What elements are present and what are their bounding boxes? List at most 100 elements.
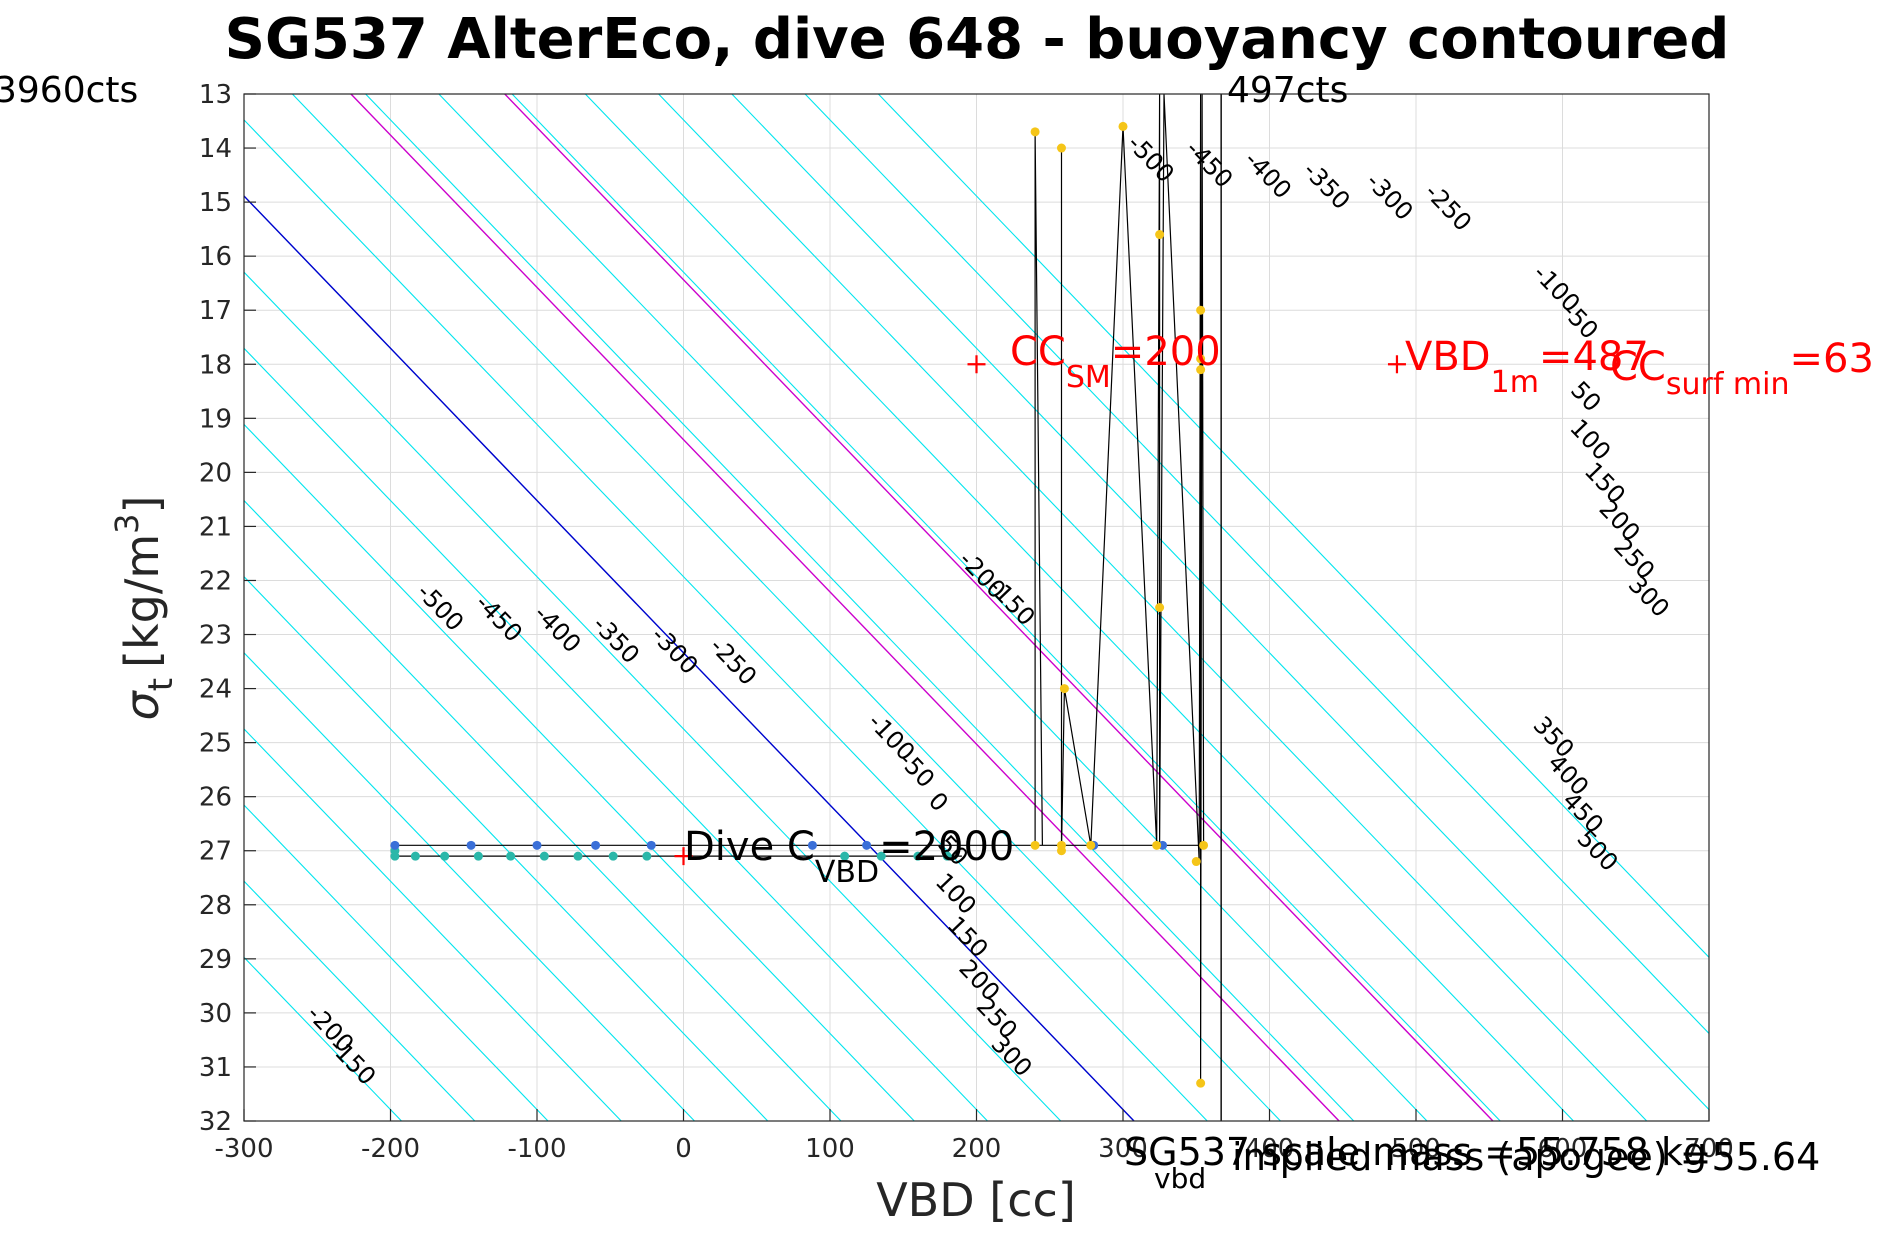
reference-line [504, 94, 1494, 1121]
contour-label: 50 [1565, 376, 1606, 417]
y-tick-label: 24 [199, 675, 232, 705]
data-point-blue [591, 840, 601, 850]
contour-line [731, 94, 1709, 1111]
right-counts-label: 497cts [1227, 70, 1348, 111]
y-tick-label: 15 [199, 188, 232, 218]
y-tick-label: 30 [199, 999, 232, 1029]
data-point-yellow [1056, 143, 1066, 153]
contour-label-text: 100 [930, 868, 982, 920]
y-tick-label: 22 [199, 566, 232, 596]
chart-title: SG537 AlterEco, dive 648 - buoyancy cont… [225, 7, 1730, 72]
left-counts-label: 3960cts [0, 70, 138, 111]
contour-label: -500 [1122, 129, 1180, 188]
svg-text:Dive CVBD=2000: Dive CVBD=2000 [684, 824, 1014, 890]
cc-surf-min-annotation: CCsurf min=63 [1610, 336, 1874, 402]
y-tick-label: 25 [199, 729, 232, 759]
y-tick-label: 32 [199, 1107, 232, 1137]
contour-layer [244, 94, 1709, 1121]
data-point-yellow [1199, 840, 1209, 850]
data-point-yellow [1086, 840, 1096, 850]
contour-line [244, 575, 769, 1121]
contour-line [244, 347, 988, 1121]
contour-line [244, 652, 695, 1121]
contour-label-text: 100 [1564, 414, 1616, 466]
profile-layer [394, 94, 1222, 1121]
contour-label: -450 [1180, 135, 1238, 194]
vbd-1m-val: =487 [1539, 334, 1649, 380]
contour-label: 450 [1557, 787, 1609, 839]
contour-label-text: 300 [1623, 570, 1675, 622]
contour-label: -350 [1298, 156, 1356, 215]
data-point-teal [390, 851, 400, 861]
data-point-teal [608, 851, 618, 861]
y-tick-label: 23 [199, 621, 232, 651]
y-tick-label: 20 [199, 458, 232, 488]
x-tick-label: 100 [805, 1134, 855, 1164]
y-tick-label: 31 [199, 1053, 232, 1083]
contour-label-text: -300 [1361, 167, 1419, 226]
dive-c-vbd-annotation: Dive CVBD=2000 [684, 824, 1014, 890]
contour-label: 150 [942, 911, 994, 963]
contour-label: 300 [1623, 570, 1675, 622]
data-point-yellow [1196, 305, 1206, 315]
contour-label: 250 [1608, 532, 1660, 584]
contour-label-text: 400 [1542, 749, 1594, 801]
vbd-1m-main: VBD [1405, 334, 1491, 380]
data-point-yellow [1196, 1078, 1206, 1088]
contour-label: 200 [1594, 495, 1646, 547]
contour-label: 100 [930, 868, 982, 920]
contour-line [291, 94, 1281, 1121]
x-tick-label: -200 [361, 1134, 420, 1164]
contour-label-text: -350 [1298, 156, 1356, 215]
contour-label-text: 150 [1579, 457, 1631, 509]
contour-line [244, 271, 1062, 1121]
y-label-close: ] [115, 496, 169, 514]
contour-line [438, 94, 1428, 1121]
contour-label-text: 350 [1528, 711, 1580, 763]
contour-line [244, 728, 622, 1121]
data-point-blue [390, 840, 400, 850]
dive-c-val: =2000 [879, 824, 1014, 870]
data-point-blue [646, 840, 656, 850]
contour-line [244, 804, 549, 1121]
y-tick-label: 18 [199, 350, 232, 380]
contour-label: -250 [704, 632, 762, 691]
y-tick-label: 19 [199, 404, 232, 434]
x-tick-label: 0 [675, 1134, 692, 1164]
y-label-sigma: σ [115, 689, 169, 720]
x-tick-label: 700 [1684, 1134, 1734, 1164]
contour-label: -300 [646, 621, 704, 680]
contour-line [365, 94, 1355, 1121]
contour-label: -400 [1239, 146, 1297, 205]
contour-label-text: 300 [986, 1030, 1038, 1082]
y-label-units: [kg/m [115, 534, 169, 668]
contour-label-text: 450 [1557, 787, 1609, 839]
data-point-blue [466, 840, 476, 850]
cc-surf-sub: surf min [1666, 367, 1790, 402]
y-axis-label: σt [kg/m3] [108, 496, 181, 721]
data-point-teal [840, 851, 850, 861]
profile-path [394, 94, 1205, 1084]
x-axis-label: VBD [cc] [876, 1173, 1076, 1227]
y-tick-label: 28 [199, 891, 232, 921]
data-point-teal [942, 851, 952, 861]
x-tick-label: -100 [507, 1134, 566, 1164]
contour-label: 150 [1579, 457, 1631, 509]
y-tick-label: 21 [199, 512, 232, 542]
data-point-yellow [1056, 846, 1066, 856]
data-point-yellow [1155, 230, 1165, 240]
contour-label: -350 [587, 610, 645, 669]
data-point-yellow [1191, 857, 1201, 867]
data-point-blue [862, 840, 872, 850]
data-point-yellow [1155, 603, 1165, 612]
reference-line-layer [244, 94, 1494, 1121]
svg-text:CCSM=200: CCSM=200 [1010, 329, 1221, 395]
contour-label-layer: -500 -450 -400 -350 -300 -250-200-150-100-500… [301, 129, 1674, 1090]
contour-label: 100 [1564, 414, 1616, 466]
contour-line [244, 880, 476, 1121]
contour-label: -300 [1361, 167, 1419, 226]
contour-label: -250 [1419, 178, 1477, 237]
data-point-yellow [1030, 127, 1040, 137]
cc-surf-main: CC [1610, 344, 1666, 390]
